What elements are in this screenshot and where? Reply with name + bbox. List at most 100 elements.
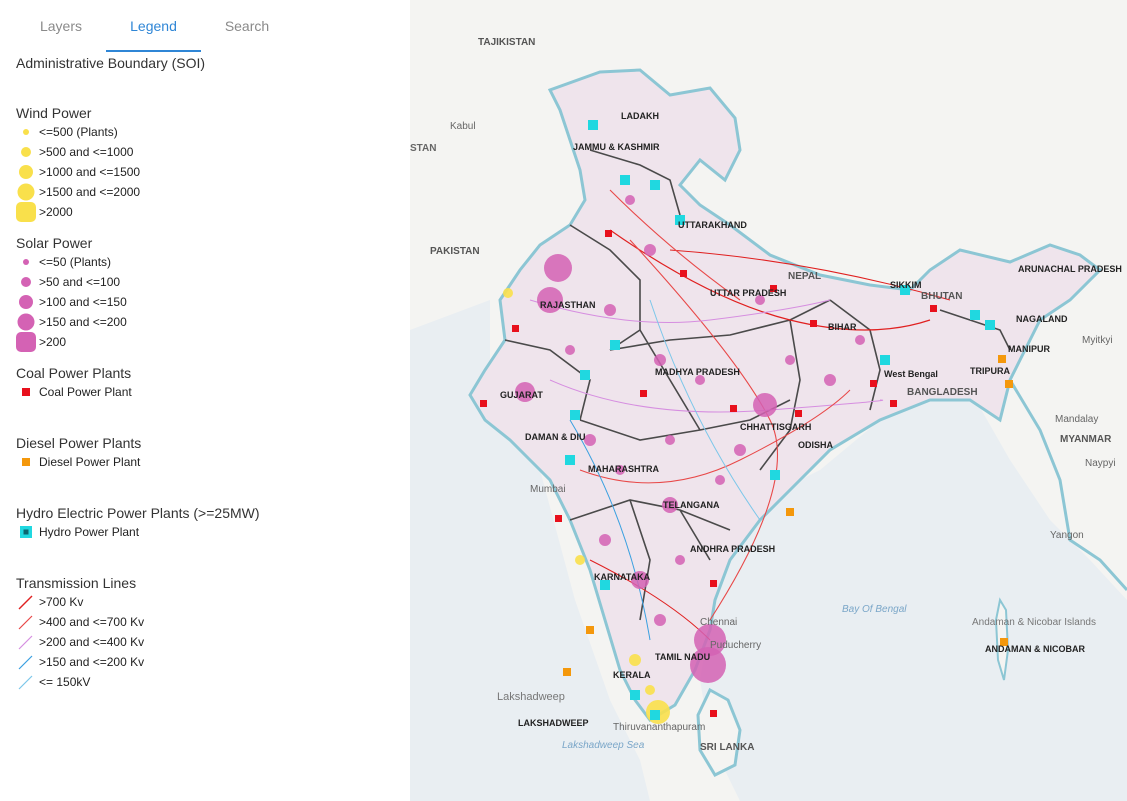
label-nepal: NEPAL bbox=[788, 271, 821, 282]
legend-transmission-label: >150 and <=200 Kv bbox=[39, 655, 145, 669]
solar-dot-icon bbox=[19, 295, 33, 309]
label-puducherry: Puducherry bbox=[710, 640, 761, 651]
label-lakshadweep-sea: Lakshadweep Sea bbox=[562, 740, 645, 751]
solar-plants bbox=[515, 195, 865, 683]
label-andaman-nicobar-state: ANDAMAN & NICOBAR bbox=[985, 644, 1085, 654]
label-jammu-kashmir: JAMMU & KASHMIR bbox=[573, 142, 660, 152]
label-maharashtra: MAHARASHTRA bbox=[588, 464, 659, 474]
wind-dot-icon bbox=[23, 129, 29, 135]
label-mumbai: Mumbai bbox=[530, 484, 566, 495]
legend-solar-label: <=50 (Plants) bbox=[39, 255, 112, 269]
wind-dot-icon bbox=[19, 165, 33, 179]
legend-wind-label: >2000 bbox=[39, 205, 73, 219]
label-stan: STAN bbox=[410, 143, 436, 154]
label-odisha: ODISHA bbox=[798, 440, 834, 450]
legend-solar-label: >50 and <=100 bbox=[39, 275, 121, 289]
legend-diesel-title: Diesel Power Plants bbox=[16, 435, 142, 451]
legend-transmission-label: >400 and <=700 Kv bbox=[39, 615, 145, 629]
coal-plants bbox=[480, 230, 937, 717]
line-icon bbox=[18, 675, 33, 690]
label-andaman-islands: Andaman & Nicobar Islands bbox=[972, 617, 1096, 628]
label-lakshadweep-state: LAKSHADWEEP bbox=[518, 718, 589, 728]
label-gujarat: GUJARAT bbox=[500, 390, 543, 400]
label-uttar-pradesh: UTTAR PRADESH bbox=[710, 288, 786, 298]
label-pakistan: PAKISTAN bbox=[430, 246, 480, 257]
legend-coal-title: Coal Power Plants bbox=[16, 365, 132, 381]
line-icon bbox=[18, 635, 33, 650]
label-uttarakhand: UTTARAKHAND bbox=[678, 220, 747, 230]
legend-coal-label: Coal Power Plant bbox=[39, 385, 132, 399]
legend-wind-title: Wind Power bbox=[16, 105, 92, 121]
label-chhattisgarh: CHHATTISGARH bbox=[740, 422, 811, 432]
label-bhutan: BHUTAN bbox=[921, 291, 962, 302]
solar-dot-icon bbox=[17, 313, 35, 331]
tab-legend[interactable]: Legend bbox=[106, 18, 201, 52]
diesel-square-icon bbox=[22, 458, 30, 466]
arabian-sea bbox=[410, 300, 650, 801]
label-mandalay: Mandalay bbox=[1055, 414, 1098, 425]
label-arunachal-pradesh: ARUNACHAL PRADESH bbox=[1018, 264, 1122, 274]
india-landmass bbox=[468, 68, 1103, 722]
legend-wind-label: >500 and <=1000 bbox=[39, 145, 134, 159]
label-chennai: Chennai bbox=[700, 617, 737, 628]
map-view[interactable]: TAJIKISTAN PAKISTAN NEPAL BHUTAN BANGLAD… bbox=[410, 0, 1127, 801]
label-tajikistan: TAJIKISTAN bbox=[478, 37, 535, 48]
tab-layers[interactable]: Layers bbox=[26, 18, 96, 52]
label-tripura: TRIPURA bbox=[970, 366, 1010, 376]
label-west-bengal: West Bengal bbox=[884, 369, 938, 379]
label-sikkim: SIKKIM bbox=[890, 280, 922, 290]
label-tamil-nadu: TAMIL NADU bbox=[655, 652, 710, 662]
legend-hydro-label: Hydro Power Plant bbox=[39, 525, 140, 539]
label-sri-lanka: SRI LANKA bbox=[700, 742, 754, 753]
tab-search[interactable]: Search bbox=[210, 18, 284, 52]
label-nagaland: NAGALAND bbox=[1016, 314, 1068, 324]
active-tab-underline bbox=[106, 50, 201, 52]
solar-dot-icon bbox=[23, 259, 29, 265]
diesel-plants bbox=[563, 355, 1013, 676]
legend-solar-label: >200 bbox=[39, 335, 67, 349]
legend-wind-label: >1500 and <=2000 bbox=[39, 185, 141, 199]
line-icon bbox=[18, 615, 33, 630]
myanmar-coast bbox=[1008, 379, 1127, 592]
tab-search-label: Search bbox=[224, 18, 270, 34]
label-karnataka: KARNATAKA bbox=[594, 572, 651, 582]
label-ladakh: LADAKH bbox=[621, 111, 659, 121]
left-panel: Layers Legend Search Administrative Boun… bbox=[0, 0, 410, 801]
label-lakshadweep: Lakshadweep bbox=[497, 691, 565, 703]
label-daman-diu: DAMAN & DIU bbox=[525, 432, 586, 442]
map-canvas[interactable]: TAJIKISTAN PAKISTAN NEPAL BHUTAN BANGLAD… bbox=[410, 0, 1127, 801]
label-kabul: Kabul bbox=[450, 121, 476, 132]
transmission-lines bbox=[529, 189, 951, 641]
label-bay-of-bengal: Bay Of Bengal bbox=[842, 604, 907, 615]
label-manipur: MANIPUR bbox=[1008, 344, 1050, 354]
legend-transmission-label: >200 and <=400 Kv bbox=[39, 635, 145, 649]
legend-solar-label: >150 and <=200 bbox=[39, 315, 127, 329]
label-myanmar: MYANMAR bbox=[1060, 434, 1112, 445]
legend-diesel-label: Diesel Power Plant bbox=[39, 455, 141, 469]
wind-dot-icon bbox=[17, 183, 35, 201]
wind-dot-icon bbox=[21, 147, 31, 157]
legend-admin-boundary: Administrative Boundary (SOI) bbox=[16, 55, 206, 71]
line-icon bbox=[18, 595, 33, 610]
legend-wind-label: <=500 (Plants) bbox=[39, 125, 118, 139]
bay-of-bengal bbox=[700, 390, 1127, 801]
label-bangladesh: BANGLADESH bbox=[907, 387, 978, 398]
map-labels: TAJIKISTAN PAKISTAN NEPAL BHUTAN BANGLAD… bbox=[410, 37, 1122, 753]
legend-solar-title: Solar Power bbox=[16, 235, 93, 251]
coal-square-icon bbox=[22, 388, 30, 396]
legend-transmission-title: Transmission Lines bbox=[16, 575, 137, 591]
sri-lanka bbox=[696, 687, 742, 777]
tab-bar: Layers Legend Search bbox=[0, 0, 410, 52]
label-andhra-pradesh: ANDHRA PRADESH bbox=[690, 544, 775, 554]
label-bihar: BIHAR bbox=[828, 322, 857, 332]
tab-layers-label: Layers bbox=[39, 18, 83, 34]
solar-dot-icon bbox=[16, 332, 36, 352]
legend-transmission-label: >700 Kv bbox=[39, 595, 84, 609]
tab-legend-label: Legend bbox=[130, 18, 177, 34]
hydro-plants bbox=[565, 120, 995, 720]
label-madhya-pradesh: MADHYA PRADESH bbox=[655, 367, 740, 377]
label-telangana: TELANGANA bbox=[663, 500, 720, 510]
solar-dot-icon bbox=[21, 277, 31, 287]
legend-hydro-title: Hydro Electric Power Plants (>=25MW) bbox=[16, 505, 260, 521]
legend-transmission-label: <= 150kV bbox=[39, 675, 91, 689]
